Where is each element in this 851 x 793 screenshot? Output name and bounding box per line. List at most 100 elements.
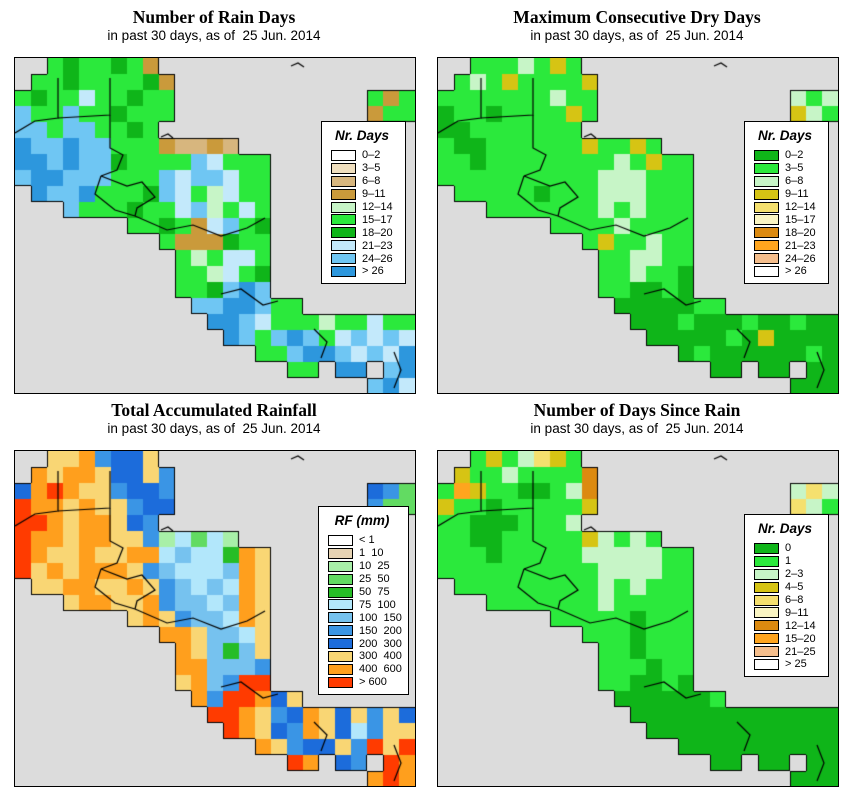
legend-item: 24–26: [754, 252, 824, 265]
legend-item: 12–14: [331, 201, 401, 214]
legend-swatch: [754, 607, 779, 619]
legend-item: > 600: [328, 676, 404, 689]
legend-swatch: [328, 650, 353, 662]
legend-swatch: [328, 625, 353, 637]
legend-swatch: [328, 663, 353, 675]
legend-label: 2–3: [785, 568, 804, 581]
legend-item: 100 150: [328, 611, 404, 624]
legend-item: 1: [754, 555, 824, 568]
legend-item: 6–8: [754, 594, 824, 607]
legend-swatch: [754, 620, 779, 632]
legend-title: Nr. Days: [334, 128, 390, 143]
legend-item: 10 25: [328, 560, 404, 573]
legend-swatch: [328, 676, 353, 688]
panel-title: Total Accumulated Rainfall: [111, 400, 317, 420]
legend-swatch: [754, 214, 779, 226]
legend-swatch: [328, 586, 353, 598]
legend-item: 6–8: [754, 175, 824, 188]
legend-swatch: [754, 594, 779, 606]
legend-item: 12–14: [754, 619, 824, 632]
legend-swatch: [331, 149, 356, 161]
legend-title: Nr. Days: [757, 128, 813, 143]
legend-label: 4–5: [785, 581, 804, 594]
panel-title: Number of Days Since Rain: [533, 400, 741, 420]
legend-label: 150 200: [359, 624, 402, 637]
legend-swatch: [754, 188, 779, 200]
legend-swatch: [328, 612, 353, 624]
legend-items: 0–2 3–5 6–8 9–11 12–14 15–17 18–20 21–23 24–26 > …: [331, 149, 401, 278]
legend-swatch: [754, 633, 779, 645]
legend-box: Nr. Days 0 1 2–3 4–5 6–8 9–11 12–14 15–20 21–25 >…: [744, 514, 829, 677]
legend-title: Nr. Days: [757, 521, 813, 536]
legend-item: 2–3: [754, 568, 824, 581]
panel-subtitle: in past 30 days, as of 25 Jun. 2014: [107, 421, 321, 437]
legend-swatch: [754, 265, 779, 277]
legend-label: 1: [785, 555, 792, 568]
legend-label: 9–11: [785, 188, 809, 201]
legend-swatch: [328, 560, 353, 572]
panel-title: Number of Rain Days: [132, 7, 296, 27]
title-block-total-rainfall: Total Accumulated Rainfall in past 30 da…: [14, 400, 414, 438]
legend-items: 0 1 2–3 4–5 6–8 9–11 12–14 15–20 21–25 > 25: [754, 542, 824, 671]
legend-item: > 26: [754, 265, 824, 278]
legend-label: 9–11: [785, 606, 809, 619]
legend-swatch: [328, 547, 353, 559]
legend-swatch: [331, 240, 356, 252]
legend-swatch: [754, 227, 779, 239]
legend-item: 0: [754, 542, 824, 555]
legend-label: 6–8: [785, 594, 804, 606]
title-block-rain-days: Number of Rain Days in past 30 days, as …: [14, 7, 414, 45]
legend-swatch: [328, 534, 353, 546]
legend-swatch: [331, 175, 356, 187]
legend-title: RF (mm): [334, 513, 390, 528]
legend-swatch: [328, 638, 353, 650]
legend-swatch: [331, 188, 356, 200]
legend-box: Nr. Days 0–2 3–5 6–8 9–11 12–14 15–17 18–20 21–…: [744, 121, 829, 284]
legend-label: 25 50: [359, 573, 390, 586]
legend-label: 12–14: [785, 201, 816, 213]
legend-item: 400 600: [328, 663, 404, 676]
legend-swatch: [331, 162, 356, 174]
legend-item: 150 200: [328, 624, 404, 637]
legend-label: 400 600: [359, 663, 402, 676]
legend-item: 12–14: [754, 201, 824, 214]
legend-label: > 26: [785, 265, 807, 278]
legend-item: 200 300: [328, 637, 404, 650]
legend-item: 24–26: [331, 252, 401, 265]
legend-swatch: [754, 581, 779, 593]
legend-label: 0–2: [362, 149, 381, 162]
legend-swatch: [331, 253, 356, 265]
legend-swatch: [754, 240, 779, 252]
legend-item: > 25: [754, 658, 824, 671]
legend-label: 100 150: [359, 611, 402, 624]
legend-item: 9–11: [754, 606, 824, 619]
legend-label: > 25: [785, 658, 807, 671]
legend-label: 15–17: [785, 213, 816, 226]
legend-label: 3–5: [362, 162, 381, 175]
legend-item: 50 75: [328, 586, 404, 599]
legend-label: 9–11: [362, 188, 386, 201]
legend-item: 15–17: [331, 213, 401, 226]
legend-swatch: [754, 149, 779, 161]
legend-swatch: [328, 599, 353, 611]
legend-label: 300 400: [359, 650, 402, 663]
legend-label: 24–26: [785, 252, 816, 265]
legend-label: 1 10: [359, 547, 384, 560]
legend-item: 75 100: [328, 598, 404, 611]
legend-swatch: [754, 201, 779, 213]
map-panel-rain-days: Nr. Days 0–2 3–5 6–8 9–11 12–14 15–17 18–20 21–…: [14, 57, 416, 394]
panel-title: Maximum Consecutive Dry Days: [513, 7, 761, 27]
legend-label: 18–20: [785, 226, 816, 239]
legend-swatch: [754, 175, 779, 187]
legend-label: > 600: [359, 676, 387, 689]
legend-item: 0–2: [331, 149, 401, 162]
legend-label: 21–23: [362, 239, 393, 252]
legend-item: 4–5: [754, 581, 824, 594]
legend-box: Nr. Days 0–2 3–5 6–8 9–11 12–14 15–17 18–20 21–…: [321, 121, 406, 284]
legend-swatch: [754, 555, 779, 567]
legend-label: 50 75: [359, 586, 390, 598]
